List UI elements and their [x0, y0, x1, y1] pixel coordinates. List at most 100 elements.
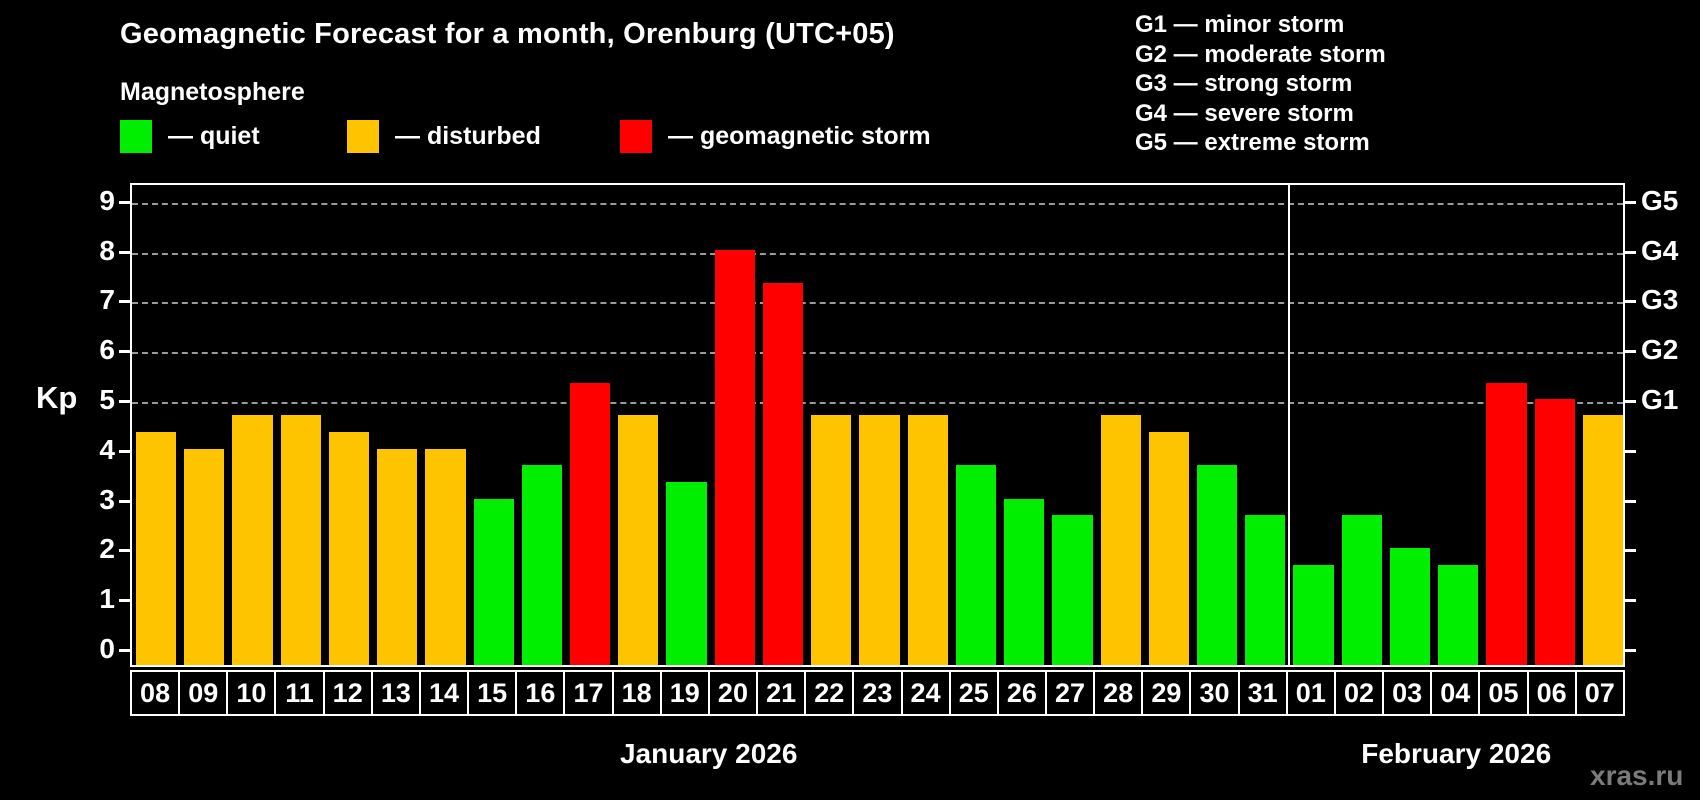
date-cell: 18 [611, 670, 662, 716]
kp-bar [1100, 415, 1141, 665]
kp-bar [1148, 432, 1189, 665]
legend-label: — disturbed [395, 122, 541, 150]
gridline-kp9 [132, 202, 1623, 205]
legend-label: — geomagnetic storm [668, 122, 931, 150]
y-tick-label: 6 [99, 334, 115, 366]
g-tick-label: G1 [1641, 384, 1679, 415]
kp-bar [1438, 564, 1479, 665]
date-cell: 31 [1237, 670, 1288, 716]
right-tick [1625, 499, 1636, 503]
left-tick [119, 250, 130, 254]
date-cell: 09 [178, 670, 229, 716]
page-title: Geomagnetic Forecast for a month, Orenbu… [120, 18, 895, 50]
kp-bar [1245, 515, 1286, 665]
legend-label: — quiet [168, 122, 260, 150]
right-tick [1625, 449, 1636, 453]
g-legend-line: G1 — minor storm [1135, 11, 1345, 38]
date-cell: 11 [274, 670, 325, 716]
left-tick [119, 449, 130, 453]
date-cell: 19 [659, 670, 710, 716]
kp-bar [1052, 515, 1093, 665]
kp-bar [1293, 564, 1334, 665]
g-legend-line: G3 — strong storm [1135, 70, 1353, 97]
y-tick-label: 4 [99, 433, 115, 465]
kp-bar [811, 415, 852, 665]
kp-bar [570, 382, 611, 665]
date-cell: 14 [418, 670, 470, 716]
y-axis-label: Kp [36, 380, 78, 415]
kp-bar [184, 448, 225, 665]
left-tick [119, 350, 130, 354]
magnetosphere-label: Magnetosphere [120, 78, 305, 106]
y-tick-label: 7 [99, 284, 115, 316]
g-tick-label: G5 [1641, 184, 1679, 216]
right-tick [1625, 549, 1636, 553]
g-legend-line: G4 — severe storm [1135, 99, 1354, 127]
date-cell: 28 [1093, 670, 1144, 716]
month-label: February 2026 [1361, 738, 1552, 769]
kp-bar [762, 282, 804, 665]
legend-item-storm: — geomagnetic storm [620, 120, 931, 153]
kp-bar [1196, 465, 1238, 665]
g-tick-label: G2 [1641, 334, 1679, 366]
plot-area [130, 183, 1625, 667]
date-cell: 05 [1478, 670, 1529, 716]
kp-bar [714, 249, 755, 665]
kp-bar [232, 415, 273, 665]
left-tick [119, 549, 130, 553]
date-cell: 08 [130, 670, 181, 716]
right-tick [1625, 649, 1636, 652]
month-label: January 2026 [619, 738, 798, 769]
kp-bar [136, 432, 177, 665]
y-tick-label: 8 [99, 234, 115, 266]
kp-bar [618, 415, 659, 665]
date-cell: 06 [1526, 670, 1577, 716]
left-tick [119, 200, 130, 204]
date-cell: 25 [948, 670, 999, 716]
y-tick-label: 5 [99, 384, 115, 415]
month-divider [1288, 185, 1291, 665]
date-cell: 24 [900, 670, 951, 716]
watermark: xras.ru [1590, 760, 1684, 791]
disturbed-swatch-icon [347, 120, 379, 153]
y-tick-label: 2 [99, 533, 115, 565]
date-cell: 01 [1285, 670, 1336, 716]
gridline-kp5 [132, 402, 1623, 404]
kp-bar [1004, 498, 1045, 665]
date-cell: 26 [996, 670, 1047, 716]
left-tick [119, 499, 130, 503]
date-cell: 29 [1141, 670, 1192, 716]
kp-bar [377, 448, 418, 665]
left-tick [119, 300, 130, 304]
y-tick-label: 0 [99, 633, 115, 664]
date-cell: 07 [1574, 670, 1625, 716]
y-tick-label: 1 [99, 583, 115, 615]
gridline-kp8 [132, 252, 1623, 255]
right-tick [1625, 350, 1636, 354]
date-cell: 20 [707, 670, 759, 716]
kp-bar [521, 465, 563, 665]
date-cell: 21 [756, 670, 807, 716]
kp-bar [1486, 382, 1527, 665]
date-cell: 10 [226, 670, 277, 716]
kp-bar [425, 448, 466, 665]
kp-bar [907, 415, 948, 665]
date-cell: 17 [563, 670, 614, 716]
g-tick-label: G3 [1641, 284, 1679, 316]
date-cell: 12 [322, 670, 373, 716]
date-cell: 13 [370, 670, 421, 716]
g-scale-legend: G1 — minor storm G2 — moderate storm G3 — … [1135, 10, 1386, 158]
g-tick-label: G4 [1641, 234, 1679, 266]
kp-bar [328, 432, 370, 665]
y-tick-label: 9 [99, 184, 115, 216]
right-tick [1625, 200, 1636, 204]
y-tick-label: 3 [99, 483, 115, 515]
kp-bar [473, 498, 514, 665]
left-tick [119, 400, 130, 403]
date-cell: 02 [1333, 670, 1385, 716]
kp-bar [666, 482, 707, 665]
date-cell: 30 [1189, 670, 1240, 716]
legend-item-disturbed: — disturbed [347, 120, 541, 153]
gridline-kp6 [132, 352, 1623, 355]
quiet-swatch-icon [120, 120, 152, 153]
